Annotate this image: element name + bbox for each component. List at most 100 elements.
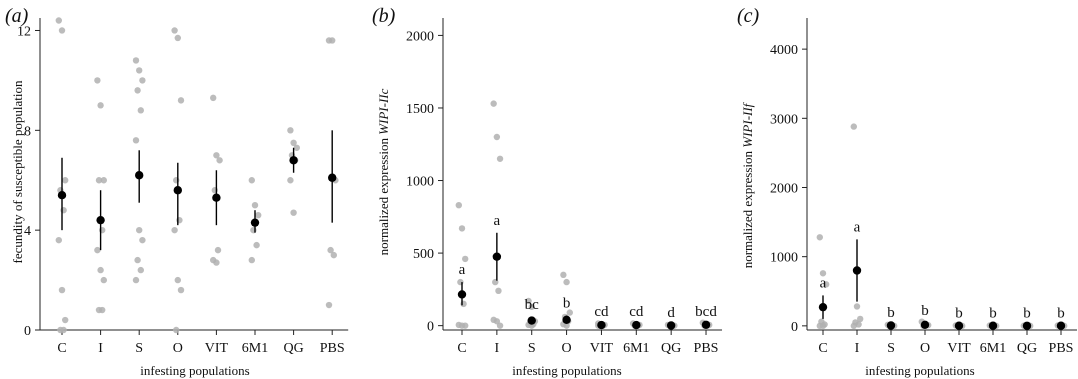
x-tick-label: QG — [661, 341, 681, 356]
data-point — [61, 177, 69, 184]
mean-point — [289, 156, 298, 165]
x-axis-title: infesting populations — [865, 363, 974, 378]
y-axis-title: normalized expression WIPI-IIc — [376, 88, 391, 255]
significance-letter: d — [667, 305, 675, 321]
mean-point — [954, 321, 964, 330]
significance-letter: b — [1057, 306, 1065, 322]
y-axis-title-plain: normalized expression — [740, 148, 755, 269]
y-axis-title-italic: WIPI-IIc — [376, 88, 391, 134]
mean-point — [57, 191, 67, 200]
mean-point — [886, 321, 896, 330]
data-point — [857, 315, 864, 323]
data-point — [855, 321, 862, 328]
data-point — [853, 303, 861, 310]
data-point — [525, 297, 532, 305]
data-point — [850, 123, 857, 130]
data-point — [139, 236, 146, 244]
data-point — [99, 306, 106, 314]
y-tick-label: 4000 — [770, 43, 798, 58]
data-point — [495, 287, 502, 295]
data-point — [528, 303, 535, 310]
y-axis-title-italic: WIPI-IIf — [740, 101, 755, 147]
x-tick-label: I — [98, 341, 103, 356]
x-tick-label: C — [57, 341, 66, 356]
mean-point — [492, 252, 502, 261]
y-tick-label: 0 — [427, 320, 434, 335]
data-point — [496, 155, 504, 162]
mean-point — [212, 193, 221, 202]
x-tick-label: QG — [283, 341, 303, 356]
x-tick-label: S — [887, 341, 895, 356]
mean-point — [632, 320, 641, 330]
significance-letter: a — [854, 219, 861, 235]
x-tick-label: QG — [1017, 341, 1037, 356]
data-point — [171, 226, 178, 234]
x-tick-label: 6M1 — [623, 341, 649, 356]
data-point — [174, 276, 181, 284]
data-point — [248, 256, 255, 264]
data-point — [330, 251, 337, 259]
data-point — [287, 177, 294, 184]
x-tick-label: VIT — [590, 341, 614, 356]
data-point — [819, 322, 827, 330]
y-tick-label: 8 — [24, 124, 31, 139]
mean-point — [852, 266, 862, 275]
data-point — [177, 97, 185, 104]
data-point — [255, 211, 262, 219]
panel-c: (c) infesting populations normalized exp… — [737, 5, 1077, 378]
data-point — [251, 202, 259, 209]
significance-letter: b — [989, 306, 997, 322]
data-point — [214, 246, 222, 254]
panel-label: (b) — [372, 5, 396, 27]
significance-letter: a — [459, 262, 466, 278]
x-tick-label: C — [457, 341, 466, 356]
y-axis-title: normalized expression WIPI-IIf — [740, 101, 755, 268]
x-axis-title: infesting populations — [512, 363, 621, 378]
x-tick-label: I — [495, 341, 500, 356]
data-point — [134, 256, 141, 264]
y-tick-label: 1000 — [406, 175, 434, 190]
x-tick-label: PBS — [320, 341, 345, 356]
data-point — [819, 270, 827, 277]
significance-letter: b — [955, 306, 963, 322]
data-point — [132, 137, 140, 144]
x-tick-label: 6M1 — [980, 341, 1006, 356]
data-point — [290, 209, 297, 216]
panel-b: (b) infesting populations normalized exp… — [372, 5, 723, 378]
x-tick-label: S — [135, 341, 143, 356]
data-point — [139, 77, 146, 84]
data-point — [100, 177, 108, 184]
data-point — [216, 157, 223, 164]
y-axis-title-plain: normalized expression — [376, 135, 391, 256]
x-tick-label: O — [173, 341, 183, 356]
data-point — [327, 246, 334, 254]
x-tick-label: O — [920, 341, 930, 356]
data-point — [132, 57, 140, 64]
data-point — [132, 276, 140, 284]
data-point — [290, 139, 297, 146]
data-point — [177, 286, 185, 294]
data-point — [253, 241, 260, 249]
data-point — [462, 322, 469, 329]
data-point — [55, 236, 62, 244]
data-point — [455, 202, 462, 209]
mean-point — [135, 171, 144, 180]
y-axis-title: fecundity of susceptible population — [10, 80, 25, 264]
data-point — [136, 67, 143, 74]
x-tick-label: 6M1 — [242, 341, 268, 356]
significance-letter: b — [887, 305, 895, 321]
data-point — [850, 322, 857, 330]
data-point — [60, 326, 67, 334]
data-point — [171, 27, 178, 34]
y-tick-label: 3000 — [770, 112, 798, 127]
x-tick-label: VIT — [947, 341, 971, 356]
data-point — [563, 322, 570, 329]
data-point — [325, 301, 333, 309]
data-point — [134, 87, 141, 94]
x-tick-label: PBS — [694, 341, 719, 356]
data-point — [293, 144, 300, 151]
mean-point — [96, 215, 105, 225]
significance-letter: b — [921, 303, 929, 319]
mean-point — [920, 320, 930, 330]
